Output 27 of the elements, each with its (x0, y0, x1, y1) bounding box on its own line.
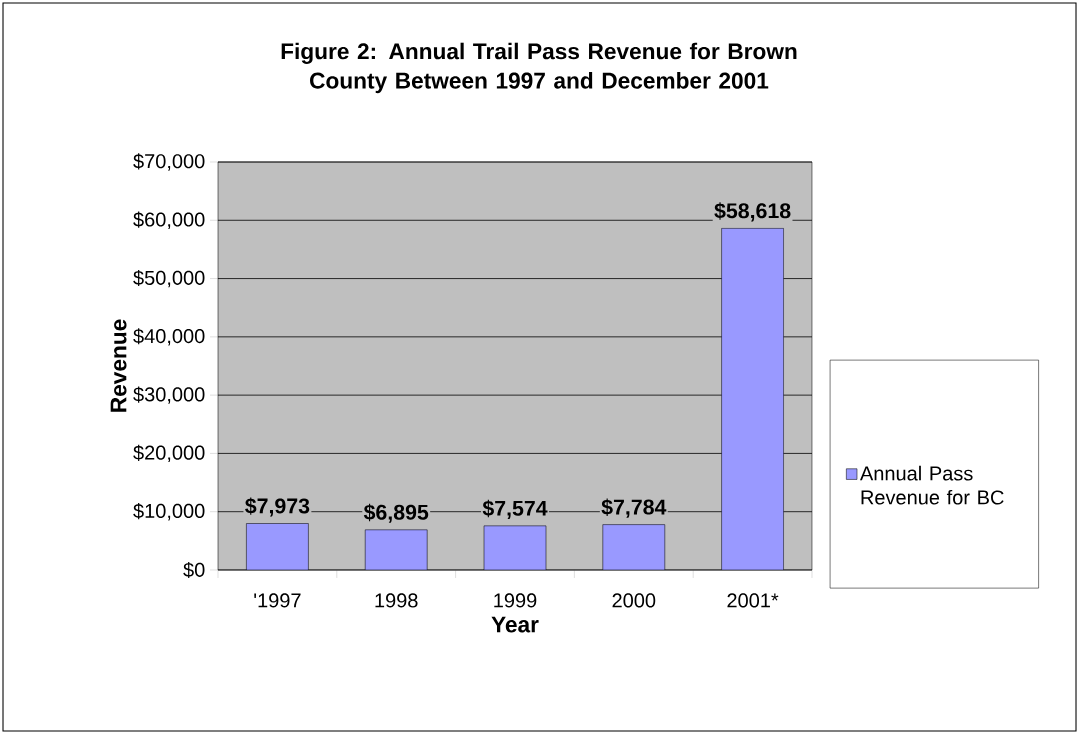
bar (483, 525, 547, 570)
y-tick-label: $60,000 (133, 211, 205, 229)
data-label: $6,895 (363, 503, 429, 523)
y-tick-label: $30,000 (133, 386, 205, 404)
data-label: $7,973 (245, 497, 310, 517)
legend-label: Annual Pass Revenue for BC (859, 465, 1004, 505)
data-label: $58,618 (714, 202, 791, 222)
chart-title: Figure 2: Annual Trail Pass Revenue for Brown County Between 1997 and December 2001 (281, 42, 797, 94)
y-tick-label: $10,000 (133, 503, 205, 521)
y-tick-label: $40,000 (133, 328, 205, 346)
x-tick-label: 2001* (727, 593, 779, 608)
y-axis-title: Revenue (110, 319, 127, 412)
x-axis-title: Year (491, 616, 539, 633)
bar (721, 228, 784, 570)
y-tick-label: $70,000 (133, 153, 205, 171)
x-tick-label: 2000 (612, 593, 656, 608)
x-tick-label: '1997 (254, 593, 301, 608)
x-tick-label: 1998 (375, 593, 418, 608)
bar (602, 524, 666, 570)
y-tick-label: $0 (183, 561, 205, 579)
y-tick-label: $20,000 (133, 444, 205, 463)
x-tick-label: 1999 (494, 593, 537, 608)
data-label: $7,574 (482, 499, 548, 519)
bar (364, 529, 428, 570)
bar (246, 523, 309, 570)
data-label: $7,784 (601, 498, 667, 518)
y-tick-label: $50,000 (133, 269, 205, 288)
